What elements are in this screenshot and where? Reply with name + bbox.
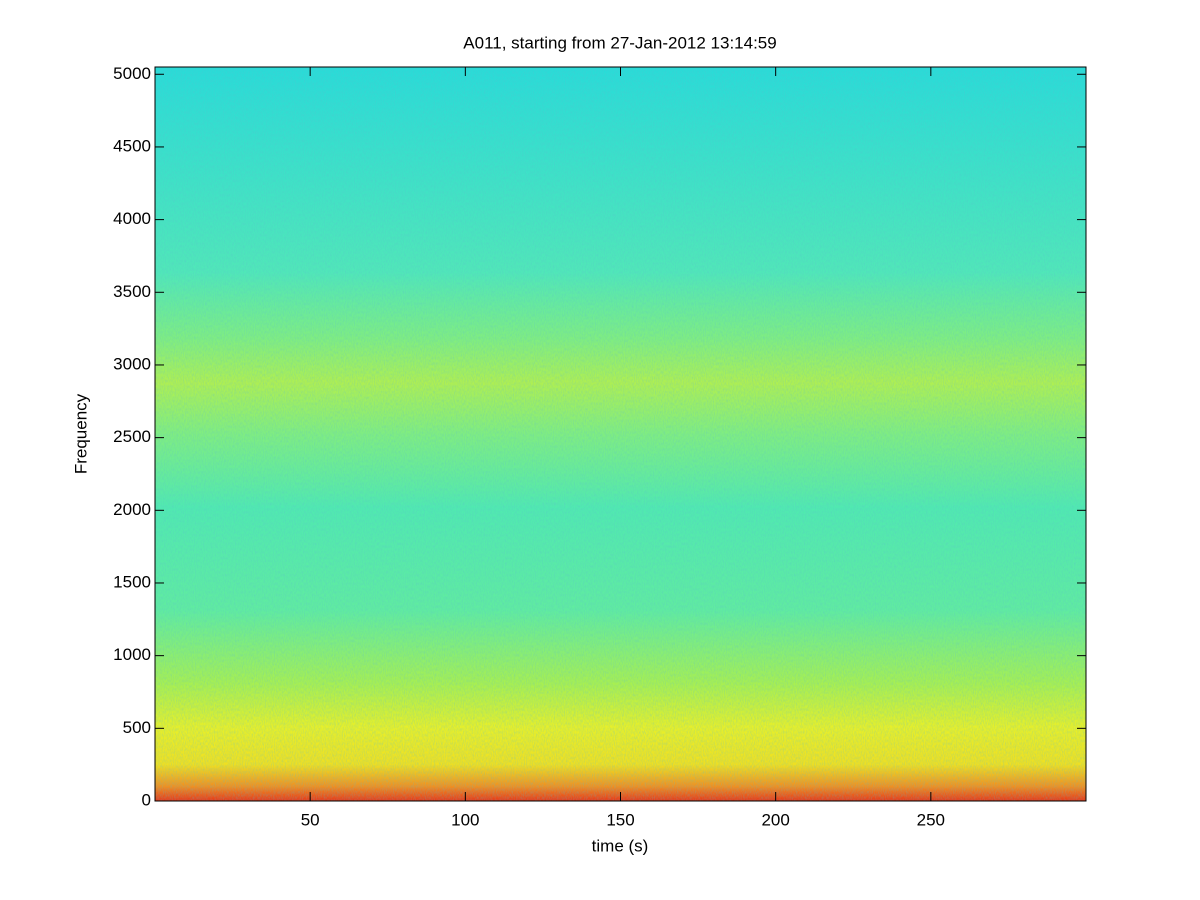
spectrogram-image <box>155 67 1086 801</box>
y-tick-label: 1000 <box>113 645 151 664</box>
spectrogram-noise <box>155 67 1086 801</box>
chart-title: A011, starting from 27-Jan-2012 13:14:59 <box>463 33 776 52</box>
x-tick-label: 50 <box>301 810 320 829</box>
y-tick-label: 500 <box>123 718 151 737</box>
x-axis-label: time (s) <box>592 836 649 855</box>
y-tick-label: 3000 <box>113 354 151 373</box>
x-tick-label: 200 <box>761 810 789 829</box>
x-tick-label: 250 <box>917 810 945 829</box>
y-tick-label: 5000 <box>113 64 151 83</box>
y-tick-label: 3500 <box>113 282 151 301</box>
y-tick-label: 0 <box>142 790 151 809</box>
x-tick-label: 150 <box>606 810 634 829</box>
y-tick-label: 2500 <box>113 427 151 446</box>
y-tick-label: 2000 <box>113 500 151 519</box>
x-tick-label: 100 <box>451 810 479 829</box>
y-axis-label: Frequency <box>71 393 90 474</box>
y-tick-label: 4000 <box>113 209 151 228</box>
y-tick-label: 4500 <box>113 136 151 155</box>
y-tick-label: 1500 <box>113 572 151 591</box>
